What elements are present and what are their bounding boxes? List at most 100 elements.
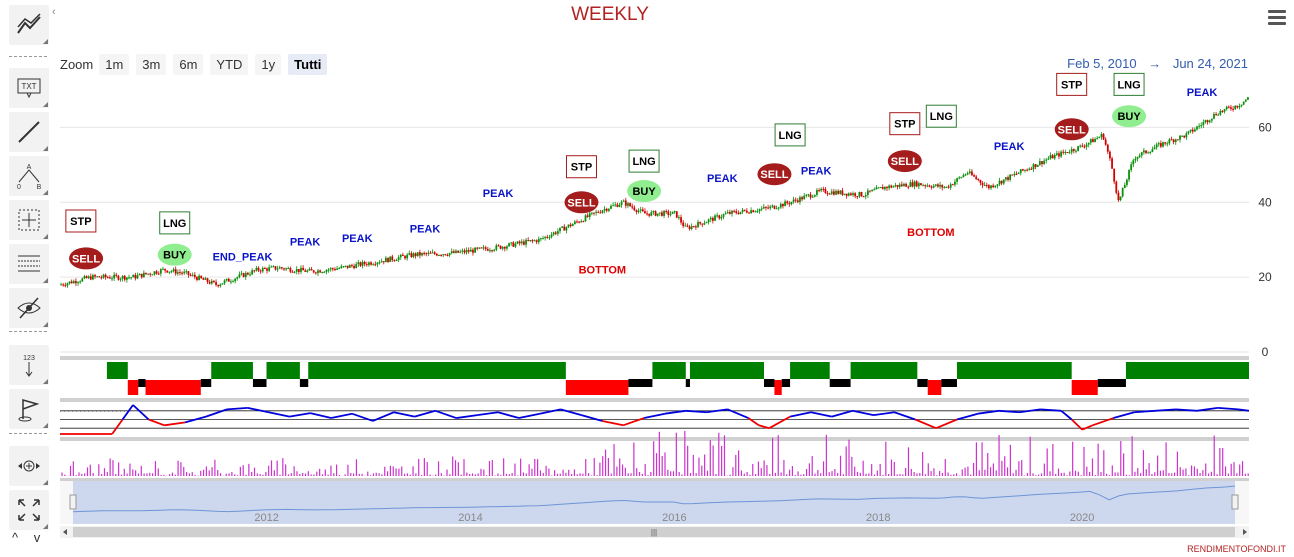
candle-body [1019,169,1022,174]
oscillator-segment [268,411,290,418]
candle-body [1043,160,1046,164]
annotation-peak: PEAK [342,233,373,245]
candle-body [503,246,506,249]
candle-body [365,264,368,266]
toolbar-scroll-arrows[interactable]: ^ v [12,530,47,545]
candle-body [1062,151,1065,153]
candle-body [401,254,404,256]
volume-bar [231,472,233,476]
candle-body [771,205,774,207]
range-from[interactable]: Feb 5, 2010 [1067,56,1137,71]
volume-bar [723,435,726,476]
collapse-toolbar-button[interactable]: ‹ [52,6,56,18]
annotation-sell: SELL [757,163,792,186]
hide-tool-button[interactable] [9,288,49,328]
range-to[interactable]: Jun 24, 2021 [1172,56,1248,71]
candle-body [270,266,273,268]
candle-body [459,251,462,253]
candle-body [883,186,886,190]
zoom-button-6m[interactable]: 6m [173,54,204,75]
zoom-button-ytd[interactable]: YTD [210,54,249,75]
candle-body [542,238,544,240]
volume-bar [927,463,929,476]
stp-label: STP [571,162,592,174]
candle-body [544,236,547,239]
volume-bar [831,471,833,476]
crosshair-tool-button[interactable] [9,200,49,240]
volume-bar [406,473,408,476]
volume-bar [766,465,768,476]
bottom-label: BOTTOM [579,265,626,277]
fibonacci-tool-button[interactable] [9,244,49,284]
menu-icon[interactable] [1268,10,1286,26]
navigator-handle[interactable] [1231,494,1239,510]
volume-bar [528,464,530,476]
candle-body [1098,137,1101,139]
volume-bar [330,465,332,476]
line-tool-button[interactable] [9,112,49,152]
candle-body [1041,161,1043,164]
annotation-peak: PEAK [801,165,832,177]
candle-body [799,197,801,203]
candle-body [705,222,708,224]
candle-body [546,236,549,238]
volume-bar [429,474,431,476]
candle-body [1232,108,1234,110]
candle-body [805,194,808,196]
zoom-change-tool-button[interactable] [9,446,49,486]
volume-bar [488,461,491,476]
candle-body [675,211,678,218]
candle-body [580,221,583,223]
flag-tool-button[interactable] [9,389,49,429]
scroll-left-arrow[interactable] [63,529,67,535]
scroll-right-arrow[interactable] [1243,529,1247,535]
volume-bar [500,475,502,476]
navigator-handle[interactable] [69,494,77,510]
candle-body [389,256,392,262]
volume-bar [743,473,745,476]
candle-body [898,184,901,187]
candle-body [794,199,797,201]
volume-bar [967,466,969,476]
signal-segment-up [790,362,830,379]
lng-label: LNG [1117,79,1140,91]
candle-body [106,277,109,279]
zoom-button-all[interactable]: Tutti [288,54,328,75]
oscillator-segment [622,417,645,427]
indicators-tool-button[interactable] [9,5,49,45]
elliott-wave-tool-button[interactable]: A 0 B [9,156,49,196]
volume-bar [1162,470,1164,476]
candle-body [934,184,937,186]
candle-body [680,217,682,223]
signal-segment-down [774,380,782,395]
volume-bar [760,468,762,476]
candle-body [765,206,767,208]
toolbar-separator [9,433,47,434]
candle-body [716,215,719,217]
zoom-button-1m[interactable]: 1m [99,54,130,75]
candle-body [374,264,377,266]
candle-body [327,269,330,271]
candle-body [1115,181,1118,193]
fullscreen-tool-button[interactable] [9,490,49,530]
zoom-button-1y[interactable]: 1y [255,54,282,75]
annotation-lng: LNG [774,123,806,147]
candle-body [353,265,355,269]
candle-body [431,252,434,254]
text-annotation-tool-button[interactable]: TXT [9,68,49,108]
candle-body [951,184,954,186]
navigator-scrollbar-thumb[interactable] [73,527,1235,537]
volume-bar [647,475,649,476]
candle-body [268,267,271,271]
oscillator-segment [1155,408,1177,412]
candle-body [263,267,266,269]
vertical-counter-tool-button[interactable]: 123 [9,345,49,385]
zoom-button-3m[interactable]: 3m [136,54,167,75]
candle-body [584,215,587,222]
candle-body [1151,149,1154,152]
volume-bar [1128,475,1130,476]
candle-body [588,213,591,217]
volume-bar [1046,448,1048,476]
volume-bar [313,474,315,476]
